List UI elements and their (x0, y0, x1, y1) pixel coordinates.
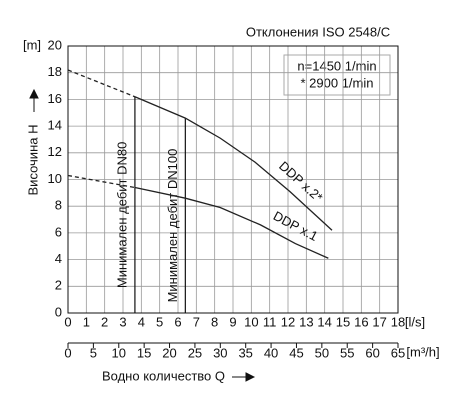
x2-tick-label: 55 (340, 345, 354, 360)
line-series (67, 69, 136, 98)
y-arrow (29, 88, 39, 112)
x-tick-label: 14 (317, 314, 331, 329)
plot-frame (67, 45, 399, 314)
y-unit: [m] (23, 37, 41, 52)
y-tick-label: 0 (55, 304, 62, 319)
x-tick-label: 2 (101, 314, 108, 329)
line-series (134, 186, 329, 259)
x-tick-label: 7 (193, 314, 200, 329)
x-tick-label: 1 (83, 314, 90, 329)
x2-tick-label: 45 (289, 345, 303, 360)
x2-tick-label: 15 (137, 345, 151, 360)
x-tick-label: 0 (64, 314, 71, 329)
x2-tick-label: 0 (64, 345, 71, 360)
x-tick-label: 13 (299, 314, 313, 329)
x-unit: [l/s] (405, 314, 425, 329)
x-tick-label: 4 (138, 314, 145, 329)
y-tick-label: 2 (55, 278, 62, 293)
x-tick-label: 5 (156, 314, 163, 329)
legend-text: * 2900 1/min (301, 75, 374, 90)
x-tick-label: 11 (263, 314, 277, 329)
line-series (134, 96, 333, 231)
x2-unit: [m³/h] (406, 344, 439, 359)
x-label: Водно количество Q (102, 368, 225, 383)
legend-text: n=1450 1/min (297, 58, 376, 73)
x-tick-label: 12 (281, 314, 295, 329)
y-tick-label: 18 (48, 64, 62, 79)
x2-tick-label: 10 (112, 345, 126, 360)
x-arrow (232, 372, 256, 382)
x-tick-label: 6 (174, 314, 181, 329)
x-tick-label: 8 (211, 314, 218, 329)
y-tick-label: 8 (55, 198, 62, 213)
x2-tick-label: 40 (264, 345, 278, 360)
y-tick-label: 10 (48, 171, 62, 186)
x2-tick-label: 60 (365, 345, 379, 360)
chart-title: Отклонения ISO 2548/C (246, 24, 390, 39)
x2-tick-label: 5 (90, 345, 97, 360)
x-tick-label: 18 (391, 314, 405, 329)
x2-tick-label: 25 (188, 345, 202, 360)
y-tick-label: 12 (48, 144, 62, 159)
x-tick-label: 3 (119, 314, 126, 329)
x-tick-label: 17 (372, 314, 386, 329)
min-flow-label: Минимален дебит DN100 (165, 149, 180, 303)
y-tick-label: 16 (48, 91, 62, 106)
min-flow-label: Минимален дебит DN80 (114, 142, 129, 289)
x-tick-label: 16 (354, 314, 368, 329)
y-tick-label: 4 (55, 251, 62, 266)
x2-tick-label: 20 (162, 345, 176, 360)
x-tick-label: 10 (244, 314, 258, 329)
y-tick-label: 6 (55, 224, 62, 239)
line-series (67, 174, 136, 189)
legend-box (283, 54, 391, 96)
x2-tick-label: 35 (238, 345, 252, 360)
x-tick-label: 15 (336, 314, 350, 329)
x2-tick-label: 65 (391, 345, 405, 360)
x2-tick-label: 50 (315, 345, 329, 360)
x2-tick-label: 30 (213, 345, 227, 360)
series-label: DDP x.2* (276, 158, 326, 205)
y-tick-label: 20 (48, 37, 62, 52)
y-tick-label: 14 (48, 118, 62, 133)
y-label: Височина H (25, 125, 40, 196)
x-tick-label: 9 (229, 314, 236, 329)
